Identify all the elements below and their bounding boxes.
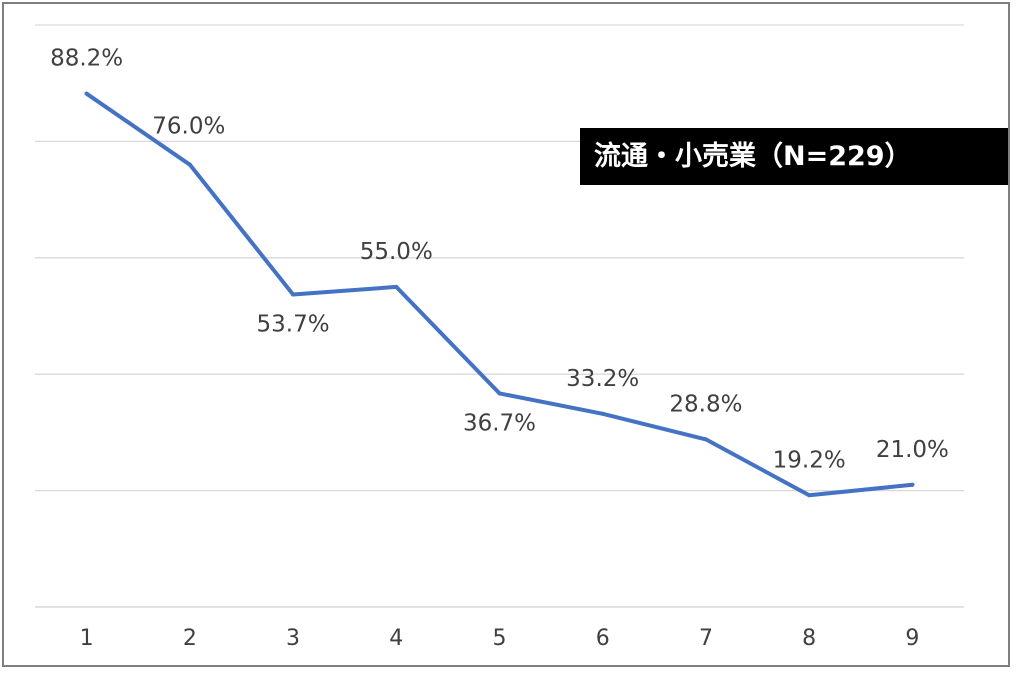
x-tick-label: 1 <box>80 626 94 651</box>
x-tick-label: 7 <box>699 626 713 651</box>
x-tick-label: 8 <box>802 626 816 651</box>
data-point <box>497 391 502 396</box>
x-tick-label: 4 <box>389 626 403 651</box>
x-tick-label: 9 <box>905 626 919 651</box>
data-label: 88.2% <box>50 46 123 72</box>
chart-title: 流通・小売業（N=229） <box>580 128 1008 185</box>
x-tick-label: 2 <box>183 626 197 651</box>
data-point <box>600 411 605 416</box>
data-point <box>394 284 399 289</box>
data-point <box>703 437 708 442</box>
data-label: 19.2% <box>773 447 846 473</box>
x-tick-label: 5 <box>493 626 507 651</box>
data-point <box>84 91 89 96</box>
data-point <box>807 493 812 498</box>
x-tick-label: 6 <box>596 626 610 651</box>
data-point <box>187 162 192 167</box>
data-label: 33.2% <box>566 366 639 392</box>
data-label: 55.0% <box>360 239 433 265</box>
data-label: 53.7% <box>257 311 330 337</box>
data-label: 76.0% <box>152 114 225 140</box>
data-point <box>291 292 296 297</box>
data-label: 36.7% <box>463 410 536 436</box>
data-label: 21.0% <box>876 437 949 463</box>
data-point <box>910 482 915 487</box>
x-tick-label: 3 <box>286 626 300 651</box>
data-label: 28.8% <box>669 391 742 417</box>
